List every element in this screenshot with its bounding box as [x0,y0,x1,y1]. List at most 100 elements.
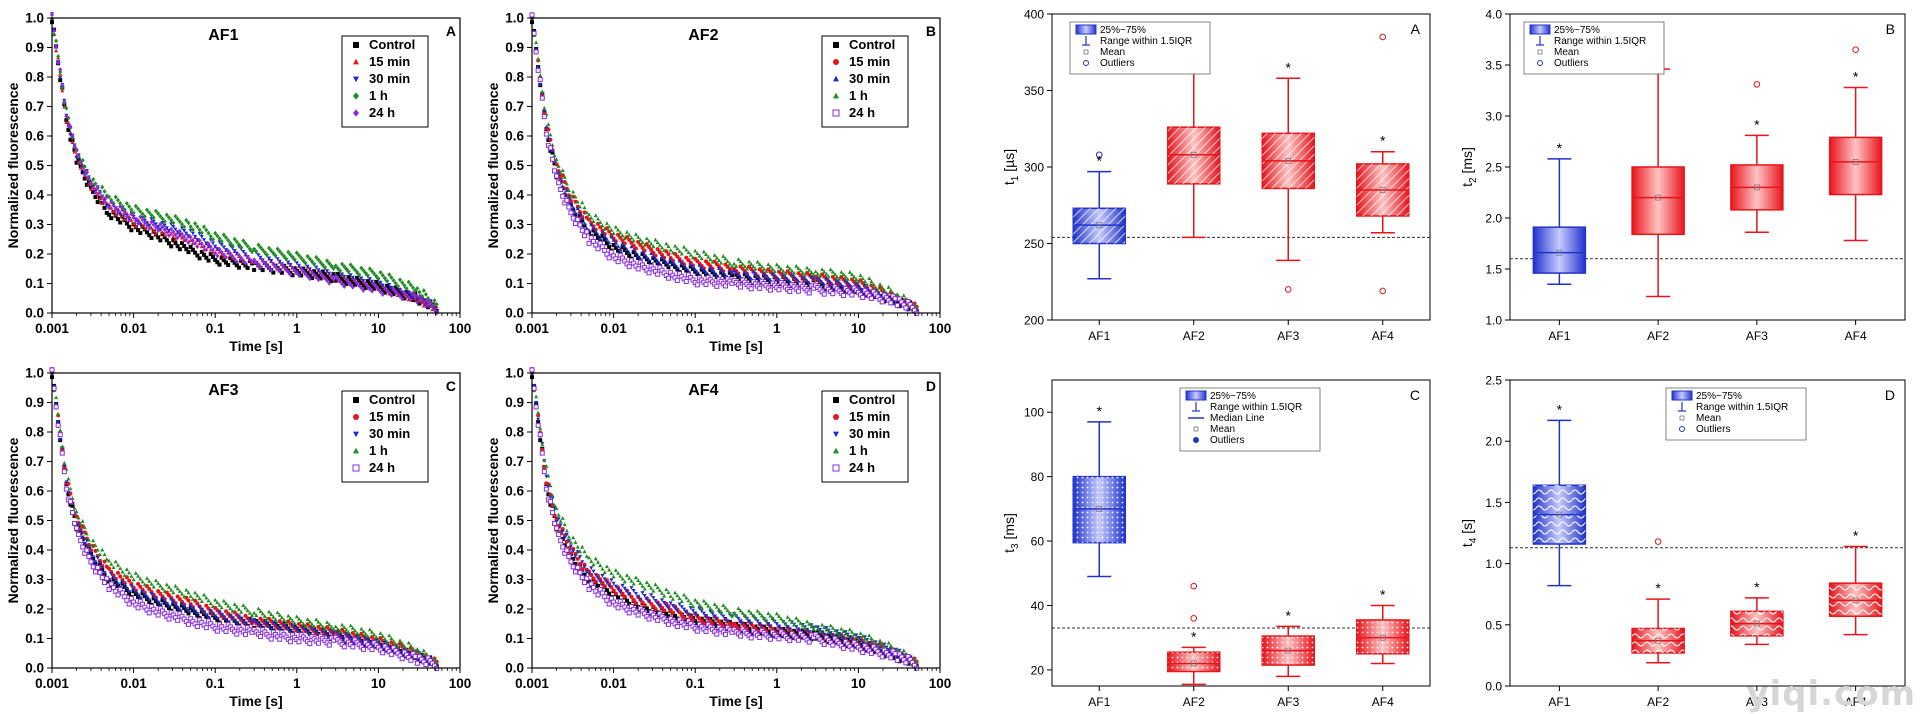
data-point [704,270,709,275]
data-point [755,274,760,278]
data-point [768,624,773,629]
data-point [856,283,861,288]
data-point [146,610,152,616]
data-point [88,185,93,190]
legend-swatch-box [1075,24,1097,35]
data-point [241,249,246,254]
data-point [653,607,658,611]
data-point [721,270,726,275]
data-point [348,637,353,641]
data-point [690,267,695,272]
data-point [378,289,383,295]
data-point [541,469,547,475]
significance-star: * [1380,586,1386,602]
data-point [542,458,547,463]
data-point [657,604,662,609]
data-point [602,577,607,582]
legend-label: 15 min [849,409,890,424]
data-point [122,217,127,221]
data-point [404,289,409,294]
data-point [580,216,585,221]
data-point [554,162,559,167]
data-point [869,279,874,284]
data-point [613,568,618,572]
data-point [341,644,347,650]
data-point [109,561,114,566]
data-point [140,223,145,228]
legend-label: Control [369,37,415,52]
y-tick-label: 0.8 [25,70,44,85]
data-point [809,273,814,278]
data-point [53,404,59,410]
data-point [723,273,728,278]
data-point [757,611,762,616]
data-point [806,639,812,645]
data-point [115,582,120,587]
data-point [204,255,209,260]
data-point [49,367,55,373]
data-point [327,271,332,276]
data-point [292,267,297,273]
data-point [414,660,420,666]
data-point [254,613,259,618]
legend-marker [353,109,359,117]
data-point [91,190,96,195]
data-point [363,270,368,276]
data-point [234,263,239,268]
data-point [219,238,224,244]
data-point [346,269,351,274]
data-point [582,572,587,577]
data-point [573,540,578,544]
data-point [352,267,357,273]
data-point [340,272,345,277]
data-point [611,243,616,248]
series-24-h [49,367,440,672]
data-point [772,627,777,632]
data-point [342,274,347,279]
data-point [327,260,332,266]
data-point [789,620,794,624]
data-point [770,270,775,275]
data-point [764,627,769,632]
data-point [404,292,409,298]
data-point [162,589,167,593]
data-point [631,598,636,603]
data-point [679,263,684,268]
data-point [147,598,152,603]
data-point [572,569,578,575]
data-point [642,248,647,253]
data-point [305,271,310,276]
data-point [322,626,327,631]
data-point [642,586,647,591]
data-point [234,621,239,626]
data-point [807,630,812,634]
data-point [138,208,143,214]
legend-marker [353,414,359,420]
data-point [616,248,621,253]
data-point [682,592,687,597]
data-point [376,637,381,642]
y-axis-label-sub: 1 [1010,175,1021,181]
data-point [747,274,752,279]
data-point [322,275,327,281]
data-point [843,274,848,279]
data-point [675,267,680,272]
data-point [286,627,291,632]
data-point [880,285,885,289]
data-point [156,589,161,594]
data-point [618,590,623,595]
legend-label: 24 h [369,105,395,120]
data-point [828,267,833,272]
data-point [668,259,673,264]
legend-label: 15 min [849,54,890,69]
x-tick-label: 0.1 [686,676,705,691]
data-point [107,566,112,571]
data-point [868,295,874,301]
data-point [166,215,171,220]
data-point [84,531,89,536]
data-point [703,628,709,634]
data-point [805,278,810,283]
data-point [677,610,682,615]
data-point [93,190,98,195]
data-point [640,600,645,605]
